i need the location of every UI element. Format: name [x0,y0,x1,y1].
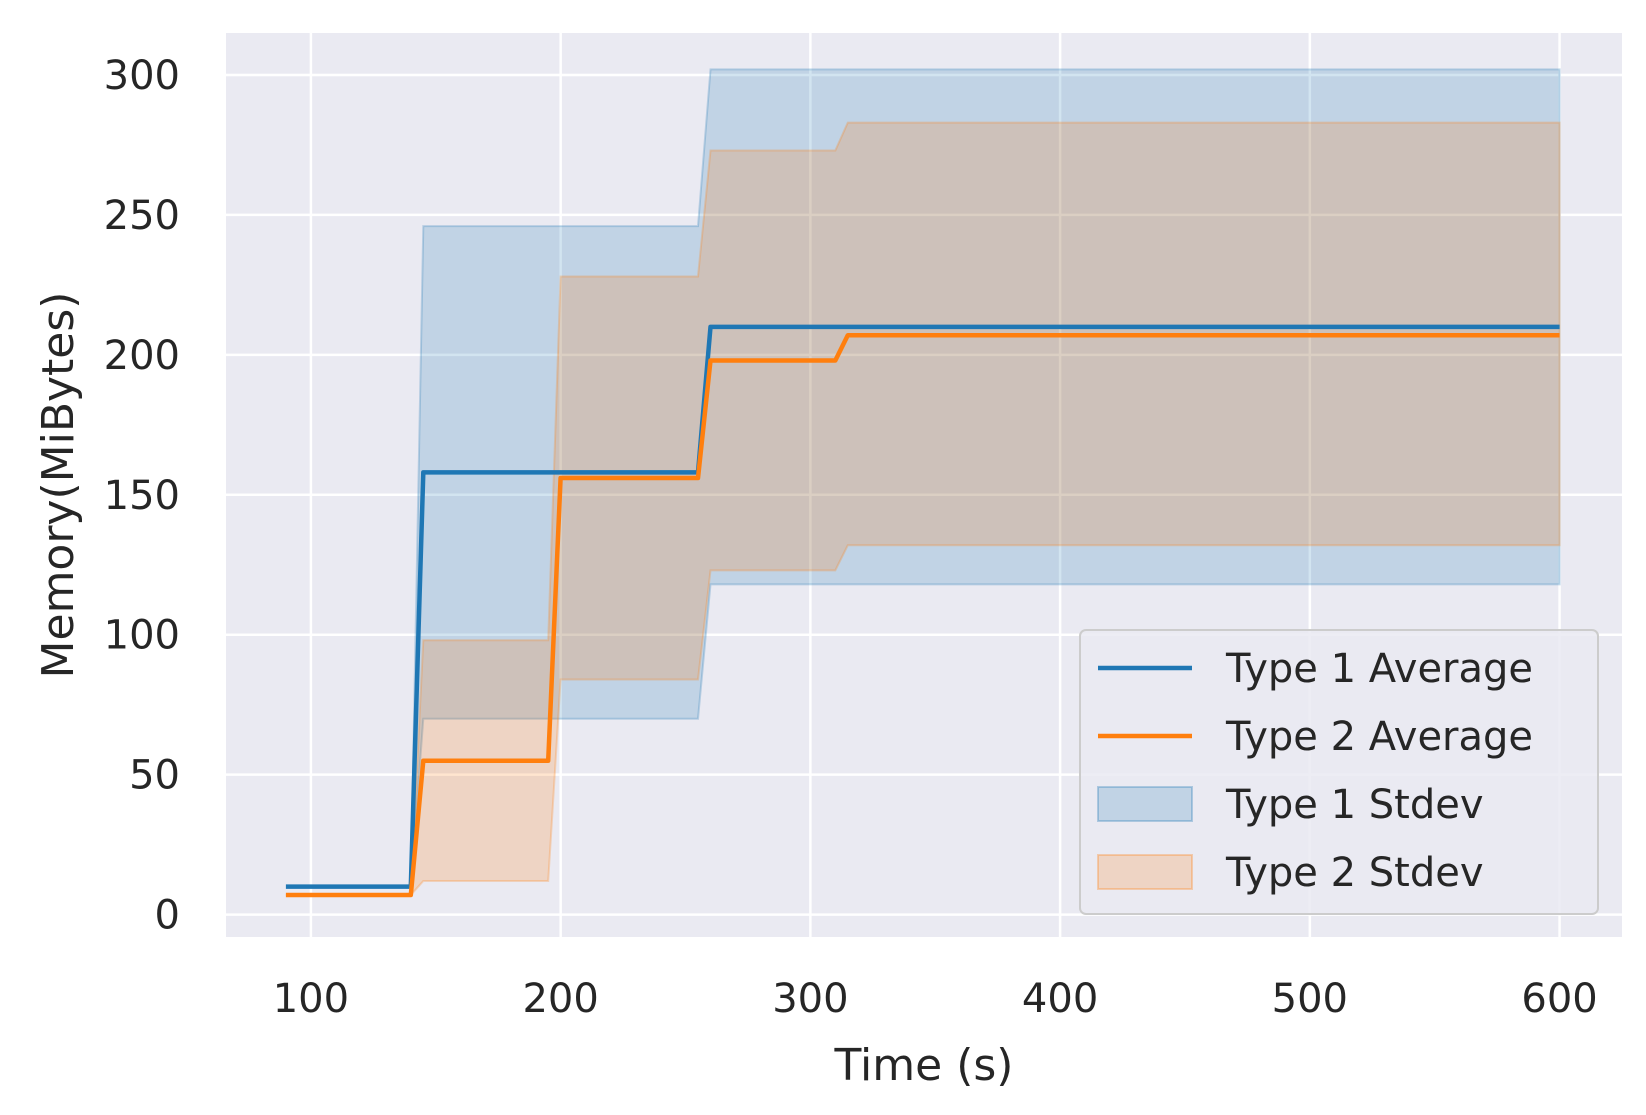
x-tick-label: 500 [1272,976,1348,1022]
average-line [285,333,1560,898]
legend-entry-label: Type 2 Average [1225,714,1533,760]
x-tick-label: 200 [522,976,598,1022]
average-lines [285,324,1560,898]
legend-entry-label: Type 1 Stdev [1225,782,1484,828]
y-tick-label: 0 [155,893,180,939]
y-tick-label: 300 [104,53,180,99]
x-tick-label: 400 [1022,976,1098,1022]
stdev-bands [285,68,1561,896]
x-axis-label: Time (s) [834,1040,1014,1091]
y-tick-label: 150 [104,473,180,519]
x-tick-label: 100 [273,976,349,1022]
y-tick-label: 250 [104,193,180,239]
legend: Type 1 Average Type 2 Average Type 1 Stdev… [1079,629,1599,915]
legend-box [1079,629,1599,915]
x-tick-label: 600 [1521,976,1597,1022]
legend-band-swatch [1097,854,1193,890]
y-axis-label: Memory(MiBytes) [33,292,84,679]
tick-labels: 100 200 300 400 500 600 0 50 100 150 200 250 300 [104,53,1598,1022]
y-tick-label: 100 [104,613,180,659]
legend-band-swatch [1097,786,1193,822]
y-tick-label: 50 [129,753,180,799]
y-tick-label: 200 [104,333,180,379]
x-tick-label: 300 [772,976,848,1022]
legend-entry-label: Type 2 Stdev [1225,850,1484,896]
legend-entry-label: Type 1 Average [1225,646,1533,692]
average-line [285,324,1560,889]
